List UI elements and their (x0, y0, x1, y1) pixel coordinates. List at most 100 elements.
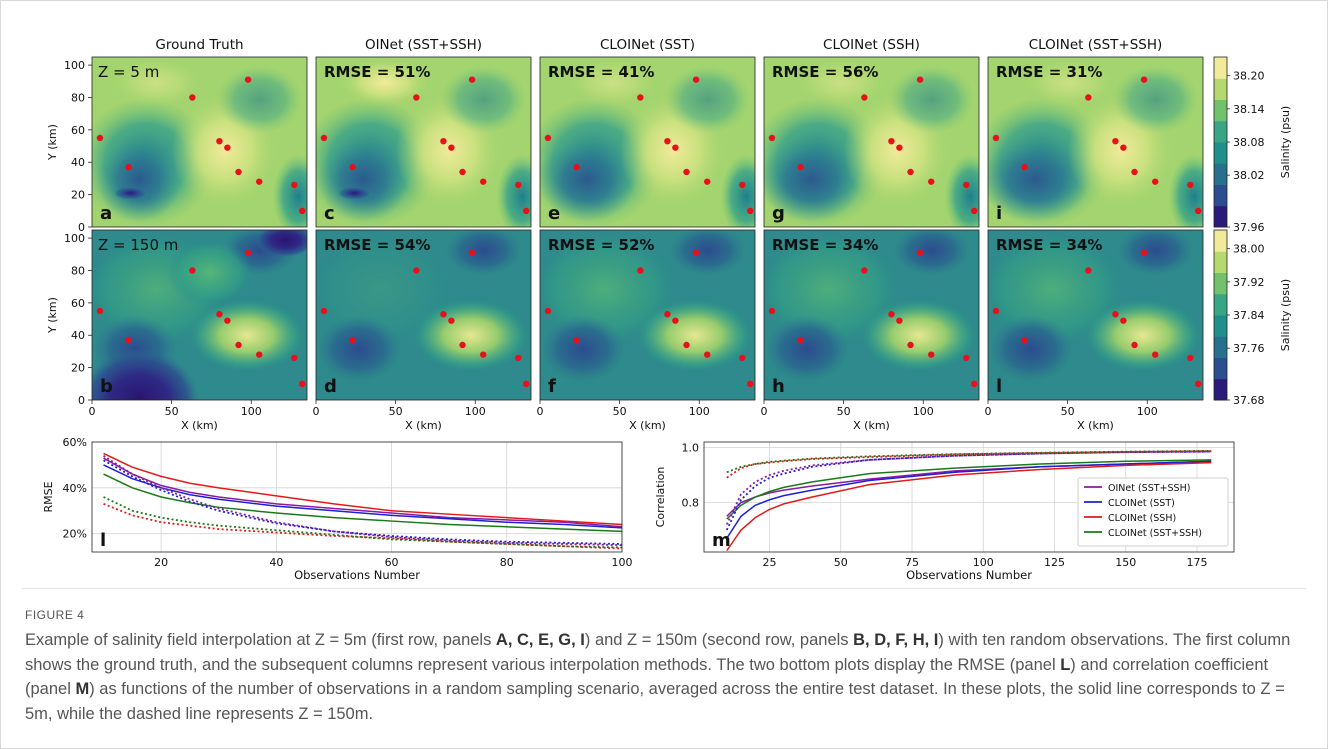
y-tick-label: 1.0 (682, 442, 700, 455)
observation-point (573, 163, 580, 171)
observation-point (189, 267, 196, 274)
y-tick-label: 60% (63, 436, 87, 449)
observation-point (216, 310, 223, 318)
legend-entry: OINet (SST+SSH) (1108, 483, 1190, 494)
y-tick-label: 0.8 (682, 497, 700, 510)
observation-point (125, 336, 132, 344)
x-tick-label: 80 (500, 556, 514, 569)
panel-letter: i (996, 203, 1002, 224)
caption-part: ) and Z = 150m (second row, panels (584, 631, 854, 649)
observation-point (1187, 354, 1194, 362)
panel-border (91, 229, 308, 401)
colorbar-tick-label: 38.00 (1233, 243, 1265, 256)
observation-point (888, 137, 895, 145)
panel-title: CLOINet (SSH) (823, 37, 920, 53)
x-tick-label: 0 (761, 405, 768, 418)
line-chart: 20 40 60 80 100 20% 40% 60% Observations Number R… (42, 436, 633, 582)
observation-point (1195, 380, 1202, 388)
series-line (103, 452, 623, 526)
panel-border (763, 56, 980, 228)
panel-letter: d (324, 376, 337, 397)
observation-point (480, 178, 487, 185)
x-tick-label: 50 (1061, 405, 1075, 418)
series-line (103, 459, 623, 545)
observation-point (963, 354, 970, 362)
x-tick-label: 150 (1115, 556, 1136, 569)
x-tick-label: 100 (913, 405, 934, 418)
colorbar-band (1214, 142, 1227, 164)
rmse-label: RMSE = 51% (324, 63, 430, 81)
caption-part: Example of salinity field interpolation … (25, 631, 496, 649)
series-line (103, 454, 623, 547)
series-line (726, 449, 1212, 474)
x-tick-label: 100 (689, 405, 710, 418)
series-line (726, 459, 1212, 520)
colorbar-tick-label: 38.20 (1233, 70, 1265, 83)
observation-point (256, 178, 263, 185)
colorbar-tick-label: 37.96 (1233, 221, 1265, 234)
caption-panels-bottom: B, D, F, H, I (853, 631, 939, 649)
legend-entry: CLOINet (SST+SSH) (1108, 528, 1202, 539)
observation-point (515, 354, 522, 362)
x-axis-label: X (km) (405, 419, 442, 432)
y-tick-label: 60 (71, 297, 85, 310)
rmse-label: RMSE = 41% (548, 63, 654, 81)
x-axis-label: Observations Number (906, 568, 1032, 582)
heatmap-field (316, 57, 531, 227)
x-axis-label: X (km) (181, 419, 218, 432)
depth-label: Z = 5 m (98, 63, 159, 81)
observation-point (692, 76, 700, 83)
panel-border (315, 56, 532, 228)
observation-point (440, 137, 447, 145)
colorbar-band (1214, 78, 1227, 100)
colorbar-tick-label: 37.76 (1233, 342, 1265, 355)
x-axis-label: X (km) (853, 419, 890, 432)
rmse-label: RMSE = 52% (548, 236, 654, 254)
heatmap-field (764, 230, 979, 400)
series-line (726, 450, 1212, 479)
observation-point (907, 168, 914, 176)
colorbar-band (1214, 357, 1227, 380)
observation-point (1021, 163, 1028, 171)
observation-point (992, 307, 1000, 315)
x-tick-label: 50 (837, 405, 851, 418)
observation-point (1131, 168, 1138, 176)
observation-point (928, 178, 935, 185)
map-panel: h RMSE = 34% 0 50 100 X (km) (761, 229, 980, 432)
observation-point (747, 380, 754, 388)
y-axis-label: RMSE (42, 481, 55, 512)
y-tick-label: 60 (71, 124, 85, 137)
colorbar-tick-label: 37.92 (1233, 276, 1265, 289)
heatmap-field (92, 57, 307, 227)
observation-point (907, 341, 914, 349)
observation-point (1120, 317, 1127, 324)
x-tick-label: 0 (985, 405, 992, 418)
observation-point (1152, 178, 1159, 185)
observation-point (1195, 207, 1202, 215)
observation-point (1140, 249, 1148, 256)
colorbar-tick-label: 37.68 (1233, 394, 1265, 407)
caption-part: ) as functions of the number of observat… (25, 680, 1285, 723)
observation-point (683, 341, 690, 349)
observation-point (224, 317, 231, 324)
observation-point (768, 134, 776, 142)
observation-point (448, 144, 455, 151)
colorbar-band (1214, 230, 1227, 252)
observation-point (413, 94, 420, 101)
observation-point (96, 307, 104, 315)
colorbar-tick-label: 38.08 (1233, 136, 1265, 149)
panel-border (91, 56, 308, 228)
y-tick-label: 40 (71, 329, 85, 342)
y-tick-label: 100 (64, 59, 85, 72)
observation-point (971, 380, 978, 388)
colorbar-tick-label: 38.14 (1233, 103, 1265, 116)
observation-point (1131, 341, 1138, 349)
rmse-label: RMSE = 34% (996, 236, 1102, 254)
caption-panel-l: L (1060, 655, 1071, 674)
colorbar-band (1214, 378, 1227, 401)
rmse-label: RMSE = 56% (772, 63, 878, 81)
observation-point (1021, 336, 1028, 344)
legend-entry: CLOINet (SSH) (1108, 513, 1176, 524)
x-tick-label: 100 (612, 556, 633, 569)
observation-point (468, 249, 476, 256)
